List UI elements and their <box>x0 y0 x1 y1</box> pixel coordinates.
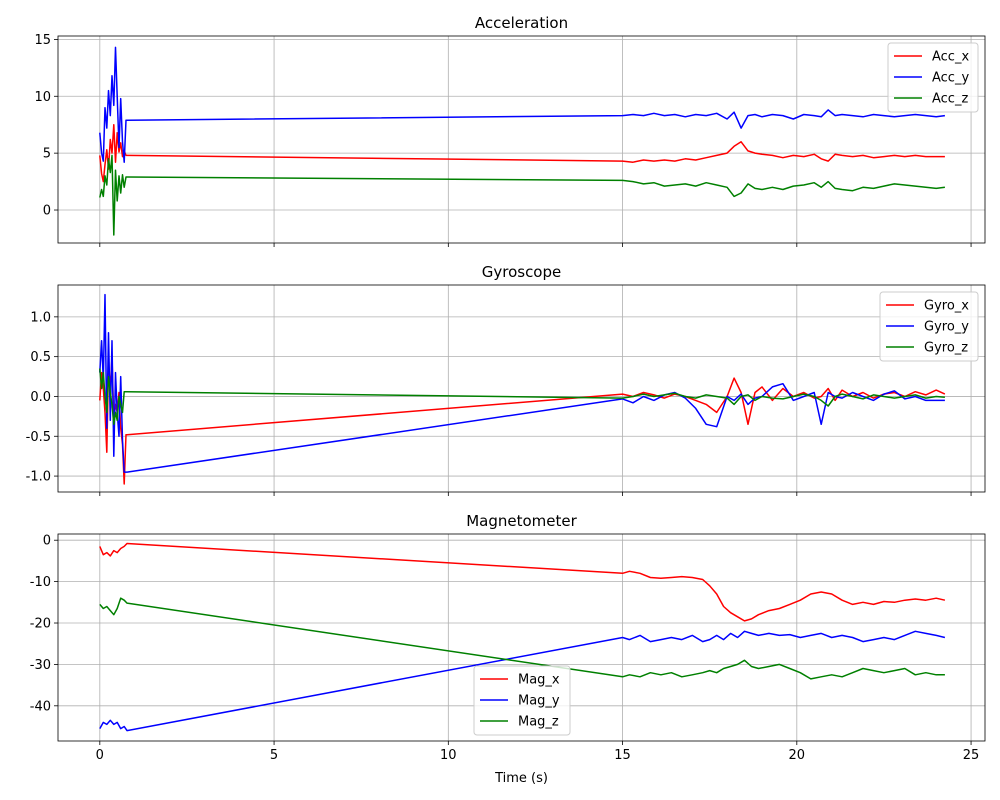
legend-frame <box>473 665 571 736</box>
x-tick-label: 10 <box>440 748 457 763</box>
x-tick-label: 15 <box>614 748 631 763</box>
y-tick-label: -20 <box>30 617 51 632</box>
y-tick-label: -40 <box>30 699 51 714</box>
chart-title: Gyroscope <box>482 263 562 281</box>
x-tick-label: 5 <box>270 748 278 763</box>
series-line-mag-x <box>99 542 946 622</box>
plot-area <box>58 36 985 243</box>
subplot-2: -1.0-0.50.00.51.0GyroscopeGyro_xGyro_yGy… <box>26 263 986 496</box>
series-line-gyro-z <box>99 368 945 426</box>
y-tick-label: 0.5 <box>30 350 51 365</box>
legend-label: Mag_x <box>518 673 560 688</box>
y-tick-label: 15 <box>34 33 51 48</box>
legend-label: Acc_y <box>932 71 969 86</box>
y-tick-label: 1.0 <box>30 310 51 325</box>
y-tick-label: -0.5 <box>26 430 51 445</box>
y-tick-label: -10 <box>30 575 51 590</box>
axes-frame <box>57 284 986 493</box>
legend: Gyro_x Gyro_y Gyro_z <box>879 291 979 362</box>
x-axis-label: Time (s) <box>494 771 548 786</box>
legend-frame <box>887 42 979 113</box>
axes-frame <box>57 35 986 244</box>
legend-frame <box>879 291 979 362</box>
y-tick-label: 10 <box>34 90 51 105</box>
y-tick-label: 5 <box>43 147 51 162</box>
legend-label: Mag_y <box>518 694 560 709</box>
y-tick-label: 0.0 <box>30 390 51 405</box>
series-line-acc-x <box>99 123 945 183</box>
legend-label: Acc_z <box>932 92 968 107</box>
series-line-mag-z <box>99 597 945 680</box>
chart-title: Magnetometer <box>466 512 577 530</box>
y-tick-label: -1.0 <box>26 470 51 485</box>
series-line-acc-z <box>99 154 945 236</box>
x-tick-label: 20 <box>789 748 806 763</box>
legend-label: Mag_z <box>518 715 559 730</box>
subplot-1: 0 5 10 15 Acceleration Acc_x Acc_y Acc_z <box>34 14 986 247</box>
x-tick-label: 0 <box>96 748 104 763</box>
y-tick-label: 0 <box>43 534 51 549</box>
plot-area <box>58 285 985 492</box>
legend-label: Gyro_z <box>924 341 968 356</box>
chart-title: Acceleration <box>475 14 568 32</box>
legend-label: Gyro_x <box>924 299 969 314</box>
legend: Mag_x Mag_y Mag_z <box>473 665 571 736</box>
legend-label: Gyro_y <box>924 320 969 335</box>
legend-label: Acc_x <box>932 50 969 65</box>
y-tick-label: -30 <box>30 658 51 673</box>
legend: Acc_x Acc_y Acc_z <box>887 42 979 113</box>
series-line-acc-y <box>99 46 946 163</box>
axes-frame <box>57 533 986 742</box>
subplot-3: 0 5 10 15 20 25 -40 -30 -20 -10 0 Magnetometer Time … <box>30 512 986 786</box>
series-line-mag-y <box>99 630 946 732</box>
y-tick-label: 0 <box>43 204 51 219</box>
x-tick-label: 25 <box>963 748 980 763</box>
